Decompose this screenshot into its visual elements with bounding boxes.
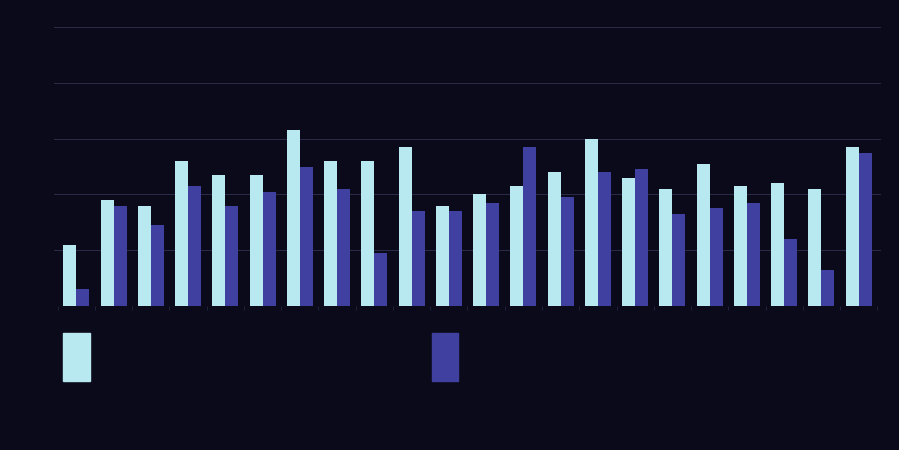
Bar <box>188 186 201 306</box>
Bar <box>486 203 499 306</box>
Bar <box>511 186 523 306</box>
Bar <box>337 189 350 306</box>
Bar <box>598 172 611 306</box>
Bar <box>672 214 685 306</box>
Bar <box>361 161 374 306</box>
Bar <box>709 208 723 306</box>
Bar <box>324 161 337 306</box>
Bar <box>846 147 859 306</box>
Bar <box>113 206 127 306</box>
Bar <box>432 333 458 381</box>
Bar <box>300 166 313 306</box>
Bar <box>398 147 412 306</box>
Bar <box>585 139 598 306</box>
Bar <box>151 225 164 306</box>
Bar <box>263 192 276 306</box>
Bar <box>697 164 709 306</box>
Bar <box>859 153 872 306</box>
Bar <box>659 189 672 306</box>
Bar <box>374 253 387 306</box>
Bar <box>138 206 151 306</box>
Bar <box>622 178 635 306</box>
Bar <box>771 183 784 306</box>
Bar <box>287 130 300 306</box>
Bar <box>412 211 424 306</box>
Bar <box>212 175 226 306</box>
Bar <box>547 172 561 306</box>
Bar <box>734 186 747 306</box>
Bar <box>436 206 449 306</box>
Bar <box>561 197 574 306</box>
Bar <box>523 147 537 306</box>
Bar <box>63 333 90 381</box>
Bar <box>101 200 113 306</box>
Bar <box>784 239 797 306</box>
Bar <box>808 189 822 306</box>
Bar <box>635 169 648 306</box>
Bar <box>76 289 89 306</box>
Bar <box>175 161 188 306</box>
Bar <box>250 175 263 306</box>
Bar <box>473 194 486 306</box>
Bar <box>822 270 834 306</box>
Bar <box>449 211 462 306</box>
Bar <box>226 206 238 306</box>
Bar <box>63 245 76 306</box>
Bar <box>747 203 760 306</box>
